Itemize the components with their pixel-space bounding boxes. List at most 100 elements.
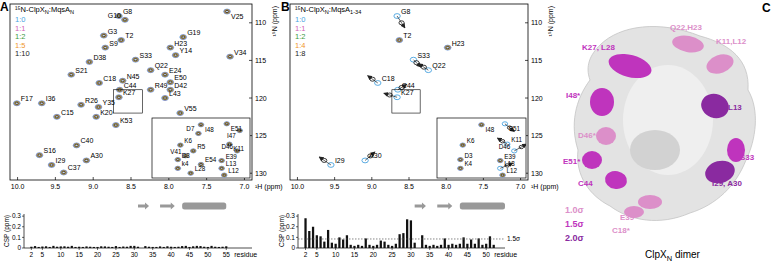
peak <box>112 123 119 128</box>
y-tick <box>296 237 298 238</box>
bar <box>383 242 385 248</box>
x-tick-label: 10.0 <box>291 183 305 190</box>
bar <box>100 246 102 248</box>
peak-contour <box>116 95 121 99</box>
bar <box>357 245 359 248</box>
x-tick <box>335 248 336 250</box>
surface-shading <box>630 130 680 170</box>
y-tick <box>249 22 252 23</box>
x-tick <box>316 248 317 250</box>
x-axis-label: ¹H (ppm) <box>531 183 559 191</box>
bar <box>96 247 98 248</box>
peak-contour <box>480 124 483 126</box>
bar <box>122 247 124 248</box>
peak-label: D38 <box>93 54 106 61</box>
x-tick-label: 7.5 <box>202 183 212 190</box>
x-axis-label: ¹H (ppm) <box>255 183 283 191</box>
bar <box>316 235 318 248</box>
bar <box>144 246 146 248</box>
bar <box>440 245 442 248</box>
peak-contour <box>175 158 180 162</box>
peak-contour <box>102 34 106 37</box>
x-tick-label: 9.5 <box>330 183 340 190</box>
peak <box>93 114 100 119</box>
peak-contour <box>149 88 153 91</box>
peak-contour <box>122 18 128 22</box>
bar <box>85 246 87 248</box>
x-tick <box>131 177 132 180</box>
peak-contour <box>61 171 66 175</box>
helix <box>460 203 505 210</box>
peak-label: Q22 <box>155 62 168 70</box>
peak-contour <box>78 103 84 107</box>
bar <box>214 247 216 248</box>
bar <box>331 243 333 248</box>
x-tick <box>467 248 468 250</box>
peak-label: G8 <box>123 8 132 15</box>
peak-contour <box>220 159 224 162</box>
peak-label: I48 <box>486 126 495 133</box>
peak-label: E51 <box>509 125 521 132</box>
bar <box>104 246 106 248</box>
spectrum-title: ¹⁵N-ClpXN:MqsAN <box>15 5 74 15</box>
spectrum-title: ¹⁵N-ClpXN:MqsA1-34 <box>295 5 361 15</box>
bar <box>225 246 227 248</box>
peak-label: E39 <box>226 153 238 160</box>
peak-label: T2 <box>125 32 133 39</box>
y-tick-label: 130 <box>255 170 267 177</box>
peak <box>219 166 225 170</box>
y-tick <box>525 22 528 23</box>
bar <box>489 236 491 248</box>
bar <box>308 231 310 248</box>
peak-contour <box>460 143 465 147</box>
peak-contour <box>101 34 106 38</box>
peak <box>78 102 85 107</box>
peak-label: D42 <box>174 82 187 89</box>
peak-contour <box>88 61 91 63</box>
peak-contour <box>498 159 503 163</box>
bar <box>335 244 337 248</box>
peak-contour <box>74 143 80 147</box>
peak <box>224 122 230 126</box>
peak-contour <box>87 60 91 63</box>
peak-contour <box>501 174 504 176</box>
peak-contour <box>225 10 229 13</box>
peak <box>38 101 45 106</box>
peak-contour <box>197 132 200 134</box>
diagram-title: ClpXN dimer <box>645 249 701 263</box>
legend-entry: 1.0σ <box>565 205 584 215</box>
text-part: 1-34 <box>350 9 361 15</box>
peak-label: K6 <box>184 137 192 144</box>
y-tick-label: 0.2 <box>12 223 21 230</box>
peak-label: D46 <box>222 143 234 150</box>
x-tick <box>371 177 372 180</box>
peak-contour <box>181 35 186 39</box>
peak-label: C44 <box>124 82 137 89</box>
bars <box>30 246 227 248</box>
y-tick <box>296 248 298 249</box>
zoom-region <box>392 90 420 113</box>
peak-contour <box>181 36 185 39</box>
bar <box>478 238 480 248</box>
peak-contour <box>445 46 450 50</box>
x-tick-label: 2 <box>304 251 308 258</box>
peak-contour <box>148 88 153 92</box>
y-tick-label: 0.3 <box>12 212 21 219</box>
peak-contour <box>163 97 166 99</box>
peak-contour <box>97 81 102 85</box>
peak <box>175 166 181 170</box>
peak-contour <box>199 124 202 126</box>
peak <box>500 173 506 177</box>
peak-contour <box>117 96 121 99</box>
x-tick-label: 25 <box>388 251 396 258</box>
peak-contour <box>479 123 484 127</box>
bar <box>455 245 457 248</box>
x-tick <box>93 177 94 180</box>
bar <box>221 247 223 248</box>
bar <box>41 247 43 248</box>
peak-contour <box>169 81 172 83</box>
peak <box>36 153 43 158</box>
peak-contour <box>222 173 227 177</box>
peak <box>48 162 55 167</box>
y-axis-label: CSP (ppm) <box>3 215 11 247</box>
